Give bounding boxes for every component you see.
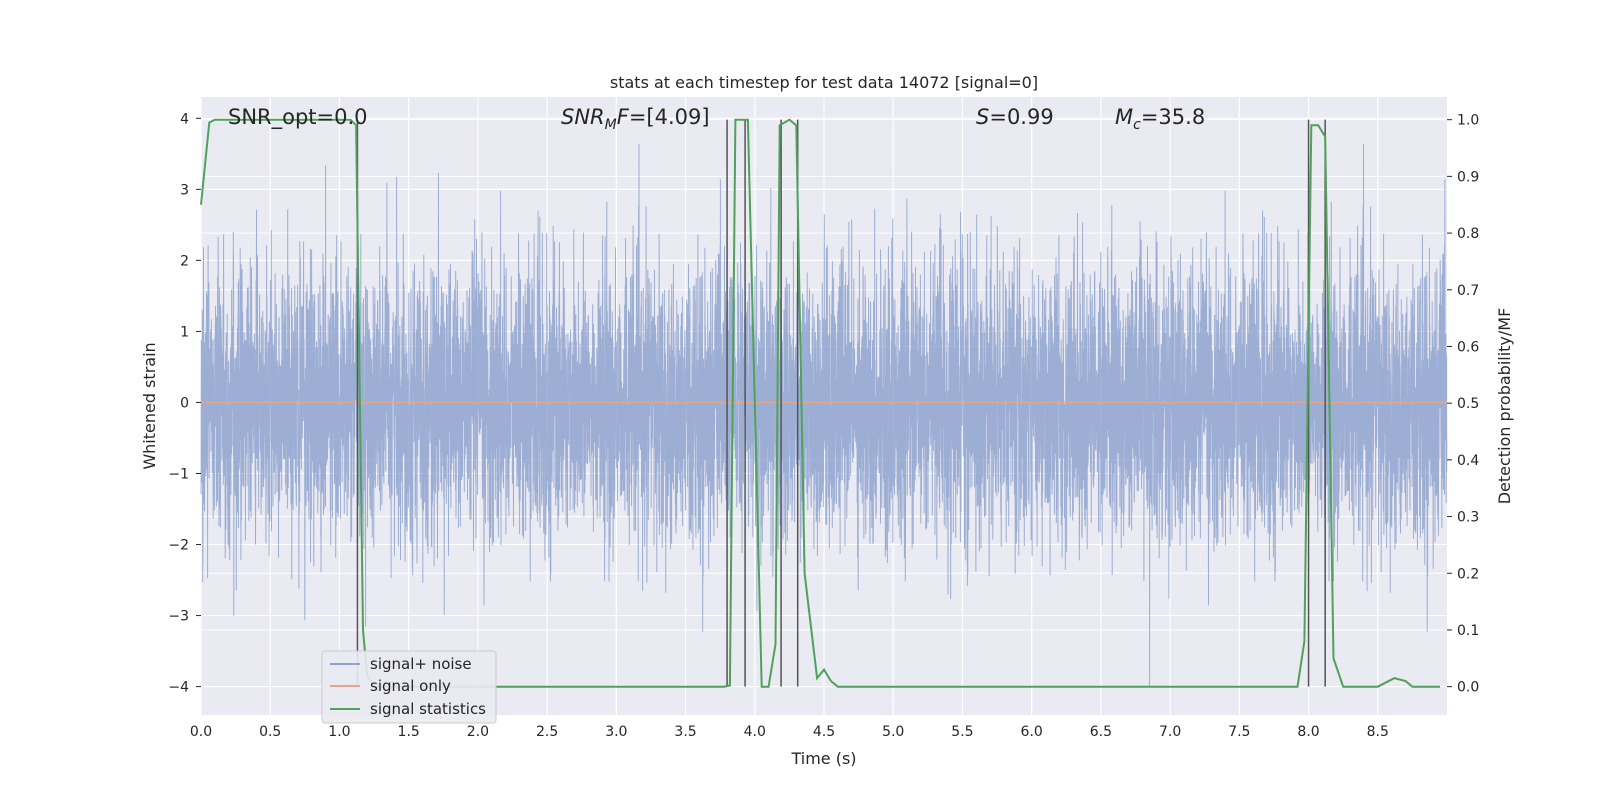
mchirp-sub: c xyxy=(1133,117,1141,133)
y-tick-label: 4 xyxy=(180,111,189,127)
x-tick-label: 8.0 xyxy=(1297,724,1319,740)
legend: signal+ noise signal only signal statist… xyxy=(321,650,497,724)
vertical-markers xyxy=(356,119,1326,687)
snr-mf-sub: M xyxy=(605,117,617,133)
x-axis-title: Time (s) xyxy=(790,749,856,768)
legend-label-noise: signal+ noise xyxy=(370,655,472,673)
legend-box xyxy=(321,650,497,724)
snr-mf-value: =[4.09] xyxy=(629,105,710,129)
x-tick-label: 4.0 xyxy=(744,724,766,740)
x-tick-label: 6.0 xyxy=(1021,724,1043,740)
y2-axis-ticks: 1.0 0.9 0.8 0.7 0.6 0.5 0.4 0.3 0.2 0.1 0.0 xyxy=(1447,113,1479,696)
x-tick-label: 1.0 xyxy=(328,724,350,740)
annotations: SNR_opt=0.0 SNRMF=[4.09] S=0.99 Mc=35.8 xyxy=(228,105,1205,133)
y-tick-label: 0 xyxy=(180,395,189,411)
x-tick-label: 3.5 xyxy=(674,724,696,740)
stats-line xyxy=(200,118,1441,688)
y-tick-label: 3 xyxy=(180,182,189,198)
signal-noise-series xyxy=(200,144,1448,687)
y-axis-title: Whitened strain xyxy=(140,342,159,469)
x-tick-label: 7.0 xyxy=(1159,724,1181,740)
x-axis-ticks: 0.0 0.5 1.0 1.5 2.0 2.5 3.0 3.5 4.0 4.5 5.0 5.5 6.0 6… xyxy=(190,724,1389,740)
x-tick-label: 1.5 xyxy=(398,724,420,740)
chart-title: stats at each timestep for test data 140… xyxy=(610,73,1038,92)
y2-tick-label: 0.2 xyxy=(1457,566,1479,582)
annotation-snr-opt: SNR_opt=0.0 xyxy=(228,105,368,130)
y2-tick-label: 0.3 xyxy=(1457,510,1479,526)
snr-mf-label: SNR xyxy=(561,105,605,129)
x-tick-label: 5.0 xyxy=(882,724,904,740)
y-tick-label: 1 xyxy=(180,324,189,340)
y-tick-label: −1 xyxy=(168,466,189,482)
annotation-snr-mf: SNRMF=[4.09] xyxy=(561,105,710,133)
snr-mf-tail: F xyxy=(617,105,630,129)
x-tick-label: 0.5 xyxy=(259,724,281,740)
y2-tick-label: 0.6 xyxy=(1457,339,1479,355)
annotation-stat: S=0.99 xyxy=(976,105,1054,129)
y2-tick-label: 1.0 xyxy=(1457,113,1479,129)
x-tick-label: 4.5 xyxy=(813,724,835,740)
y2-tick-label: 0.0 xyxy=(1457,680,1479,696)
x-tick-label: 3.0 xyxy=(605,724,627,740)
stat-label: S xyxy=(976,105,989,129)
y2-tick-label: 0.1 xyxy=(1457,623,1479,639)
x-tick-label: 8.5 xyxy=(1367,724,1389,740)
x-tick-label: 5.5 xyxy=(951,724,973,740)
signal-statistics-series xyxy=(200,118,1441,688)
x-tick-label: 0.0 xyxy=(190,724,212,740)
mchirp-value: =35.8 xyxy=(1141,105,1205,129)
y2-tick-label: 0.4 xyxy=(1457,453,1479,469)
legend-label-signal-only: signal only xyxy=(370,677,451,695)
y2-tick-label: 0.8 xyxy=(1457,226,1479,242)
y-tick-label: −2 xyxy=(168,538,189,554)
x-tick-label: 2.5 xyxy=(536,724,558,740)
legend-label-stats: signal statistics xyxy=(370,700,486,718)
y-tick-label: −4 xyxy=(168,680,189,696)
y2-tick-label: 0.7 xyxy=(1457,283,1479,299)
stat-value: =0.99 xyxy=(989,105,1053,129)
mchirp-label: M xyxy=(1115,105,1133,129)
y2-tick-label: 0.9 xyxy=(1457,169,1479,185)
x-tick-label: 7.5 xyxy=(1228,724,1250,740)
y-tick-label: −3 xyxy=(168,609,189,625)
annotation-mchirp: Mc=35.8 xyxy=(1115,105,1205,133)
y2-axis-title: Detection probability/MF xyxy=(1495,308,1514,505)
x-tick-label: 2.0 xyxy=(467,724,489,740)
y-axis-ticks: 4 3 2 1 0 −1 −2 −3 −4 xyxy=(168,111,201,696)
y2-tick-label: 0.5 xyxy=(1457,396,1479,412)
noise-line xyxy=(200,144,1448,687)
y-tick-label: 2 xyxy=(180,253,189,269)
x-tick-label: 6.5 xyxy=(1090,724,1112,740)
